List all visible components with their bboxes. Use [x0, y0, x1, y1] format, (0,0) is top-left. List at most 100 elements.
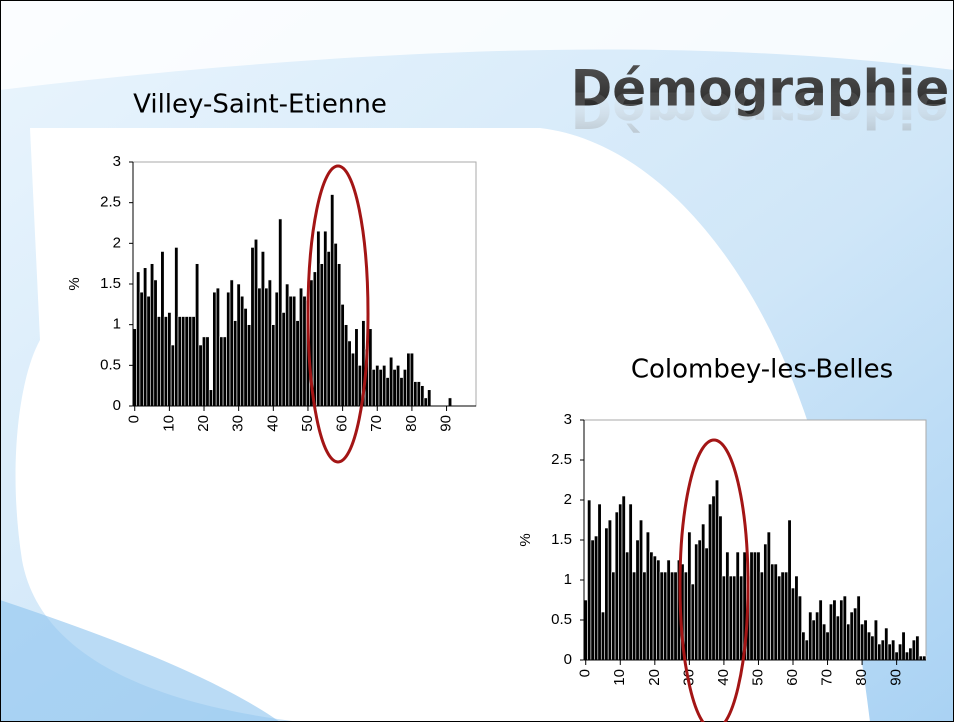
bar: [302, 295, 307, 407]
bar: [409, 352, 414, 407]
bar: [222, 336, 227, 407]
bar: [628, 503, 633, 661]
bar: [396, 365, 401, 407]
bar: [191, 316, 196, 407]
bar: [849, 611, 854, 661]
bar: [208, 389, 213, 407]
x-tick-label: 60: [334, 415, 351, 432]
bar: [240, 295, 245, 407]
y-axis-label: %: [66, 277, 83, 290]
x-tick-label: 80: [403, 415, 420, 432]
bar: [663, 571, 668, 661]
bar: [801, 631, 806, 661]
y-tick-label: 3: [564, 411, 572, 428]
x-tick-label: 80: [853, 669, 870, 686]
bar: [219, 336, 224, 407]
bar: [267, 279, 272, 407]
bar: [621, 495, 626, 661]
x-tick-label: 0: [126, 415, 143, 423]
bar: [139, 291, 144, 407]
bar: [832, 599, 837, 661]
bar: [690, 583, 695, 661]
bar: [904, 651, 910, 661]
x-tick-label: 20: [195, 415, 212, 432]
bar: [825, 631, 830, 661]
bar: [146, 295, 151, 407]
bar: [590, 539, 595, 661]
bar: [416, 381, 421, 407]
bar: [170, 344, 175, 407]
bar: [856, 595, 861, 661]
x-tick-label: 50: [749, 669, 766, 686]
bar: [770, 563, 775, 661]
y-tick-label: 0: [564, 651, 572, 668]
bar: [763, 543, 768, 661]
bar: [423, 397, 428, 407]
bar: [198, 344, 203, 407]
bar: [853, 607, 858, 661]
y-tick-label: 2: [113, 234, 121, 251]
y-axis-label: %: [517, 533, 534, 546]
bar: [694, 543, 699, 661]
bar: [264, 287, 269, 407]
bar: [652, 555, 657, 661]
y-tick-label: 2.5: [100, 194, 121, 211]
bar: [156, 316, 162, 407]
bar: [281, 312, 286, 407]
bar: [780, 571, 785, 661]
bar: [153, 279, 158, 407]
bar: [136, 271, 141, 407]
bar: [846, 623, 851, 661]
bar: [701, 523, 706, 661]
bar: [385, 377, 390, 407]
swoosh: [0, 600, 280, 722]
x-tick-label: 70: [368, 415, 385, 432]
x-tick-label: 90: [438, 415, 455, 432]
bar: [880, 639, 885, 661]
bar: [808, 611, 813, 661]
y-tick-label: 3: [113, 153, 121, 170]
bar: [656, 559, 661, 661]
bar: [835, 615, 840, 661]
bar: [759, 571, 764, 661]
x-tick-label: 60: [784, 669, 801, 686]
bar: [704, 547, 709, 661]
bar: [316, 230, 321, 407]
bar: [597, 503, 602, 661]
bar: [777, 575, 782, 661]
bar: [253, 238, 259, 407]
bar: [683, 571, 688, 661]
bar: [347, 340, 352, 407]
bar: [666, 559, 671, 661]
bar: [635, 539, 640, 661]
bar: [389, 356, 394, 407]
x-tick-label: 90: [888, 669, 905, 686]
bar: [784, 571, 789, 661]
bar: [583, 599, 588, 661]
x-tick-label: 30: [230, 415, 247, 432]
bar: [873, 619, 878, 661]
bar: [697, 539, 702, 661]
bar: [368, 328, 373, 407]
bar: [908, 647, 913, 661]
bar: [177, 316, 182, 407]
bar: [292, 295, 297, 407]
bar: [285, 283, 290, 407]
bar: [673, 571, 678, 661]
x-tick-label: 10: [160, 415, 177, 432]
bar: [243, 308, 248, 407]
bar: [229, 279, 234, 407]
bar: [344, 324, 349, 407]
bar: [288, 295, 293, 407]
bar: [600, 611, 606, 661]
bar: [877, 643, 882, 661]
bar: [811, 619, 816, 661]
bar: [790, 587, 796, 661]
bar: [614, 511, 619, 661]
bar: [354, 328, 359, 407]
y-tick-label: 1.5: [551, 531, 572, 548]
bar: [739, 575, 744, 661]
x-tick-label: 40: [715, 669, 732, 686]
bar: [184, 316, 189, 407]
